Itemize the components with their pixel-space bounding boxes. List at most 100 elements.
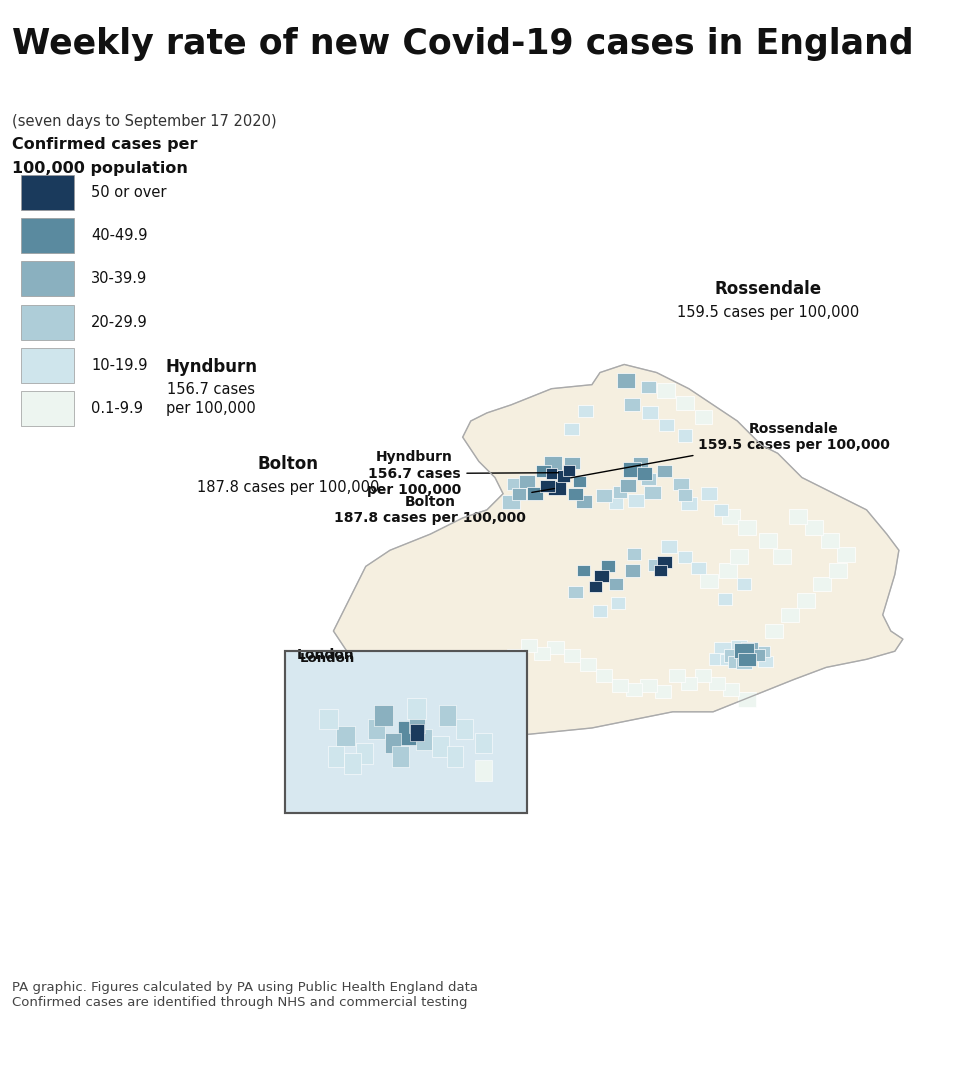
Polygon shape bbox=[723, 682, 739, 696]
Polygon shape bbox=[410, 724, 424, 741]
Text: Rossendale: Rossendale bbox=[714, 280, 822, 298]
Polygon shape bbox=[440, 705, 456, 726]
Polygon shape bbox=[540, 480, 555, 492]
Polygon shape bbox=[701, 487, 717, 500]
Polygon shape bbox=[416, 729, 432, 750]
Polygon shape bbox=[537, 465, 551, 478]
Polygon shape bbox=[658, 383, 675, 397]
Text: (seven days to September 17 2020): (seven days to September 17 2020) bbox=[12, 114, 276, 130]
Polygon shape bbox=[637, 467, 652, 480]
Polygon shape bbox=[573, 476, 587, 487]
Polygon shape bbox=[446, 746, 464, 767]
Polygon shape bbox=[568, 586, 583, 599]
Text: 10-19.9: 10-19.9 bbox=[91, 358, 148, 373]
Polygon shape bbox=[655, 685, 671, 698]
Polygon shape bbox=[741, 643, 757, 655]
Polygon shape bbox=[765, 623, 782, 638]
Polygon shape bbox=[611, 597, 625, 608]
Polygon shape bbox=[577, 564, 590, 576]
FancyBboxPatch shape bbox=[21, 348, 74, 383]
Polygon shape bbox=[709, 677, 725, 690]
Polygon shape bbox=[822, 533, 839, 548]
Polygon shape bbox=[456, 719, 472, 739]
Polygon shape bbox=[659, 419, 674, 432]
Text: Hyndburn: Hyndburn bbox=[165, 359, 257, 376]
Text: Hyndburn
156.7 cases
per 100,000: Hyndburn 156.7 cases per 100,000 bbox=[367, 450, 559, 497]
Polygon shape bbox=[544, 456, 562, 470]
Polygon shape bbox=[596, 488, 612, 502]
Text: 20-29.9: 20-29.9 bbox=[91, 315, 148, 330]
Text: Weekly rate of new Covid-19 cases in England: Weekly rate of new Covid-19 cases in Eng… bbox=[12, 27, 913, 61]
Polygon shape bbox=[728, 655, 744, 668]
Polygon shape bbox=[738, 653, 756, 666]
Text: Bolton
187.8 cases per 100,000: Bolton 187.8 cases per 100,000 bbox=[334, 488, 555, 525]
Polygon shape bbox=[640, 679, 657, 693]
FancyBboxPatch shape bbox=[21, 391, 74, 426]
Polygon shape bbox=[678, 429, 692, 441]
Polygon shape bbox=[759, 533, 777, 548]
Polygon shape bbox=[642, 407, 659, 420]
Polygon shape bbox=[557, 470, 570, 482]
Polygon shape bbox=[730, 549, 748, 564]
Text: 159.5 cases per 100,000: 159.5 cases per 100,000 bbox=[677, 304, 859, 319]
Polygon shape bbox=[681, 677, 697, 690]
Polygon shape bbox=[678, 489, 692, 501]
Polygon shape bbox=[534, 647, 550, 660]
Text: 50 or over: 50 or over bbox=[91, 185, 167, 200]
Polygon shape bbox=[392, 746, 409, 767]
Text: London: London bbox=[300, 652, 355, 665]
Polygon shape bbox=[475, 733, 492, 753]
Polygon shape bbox=[507, 649, 523, 662]
Polygon shape bbox=[751, 649, 765, 661]
Text: Confirmed cases are identified through NHS and commercial testing: Confirmed cases are identified through N… bbox=[12, 996, 467, 1009]
Polygon shape bbox=[548, 481, 566, 495]
Polygon shape bbox=[564, 649, 580, 662]
Polygon shape bbox=[432, 736, 449, 756]
Polygon shape bbox=[738, 693, 756, 707]
Polygon shape bbox=[725, 649, 742, 662]
Polygon shape bbox=[654, 564, 667, 576]
Polygon shape bbox=[829, 563, 847, 577]
Text: Rossendale
159.5 cases per 100,000: Rossendale 159.5 cases per 100,000 bbox=[570, 422, 890, 478]
Polygon shape bbox=[669, 669, 684, 682]
Text: 30-39.9: 30-39.9 bbox=[91, 271, 148, 286]
Polygon shape bbox=[547, 640, 564, 653]
Polygon shape bbox=[837, 547, 855, 561]
Text: PA graphic. Figures calculated by PA using Public Health England data: PA graphic. Figures calculated by PA usi… bbox=[12, 981, 477, 994]
Polygon shape bbox=[797, 593, 815, 607]
Polygon shape bbox=[546, 468, 557, 479]
Polygon shape bbox=[694, 410, 712, 424]
Polygon shape bbox=[345, 753, 361, 774]
Polygon shape bbox=[722, 509, 740, 524]
Polygon shape bbox=[336, 726, 355, 746]
Polygon shape bbox=[320, 709, 338, 729]
Polygon shape bbox=[658, 465, 672, 478]
Text: 40-49.9: 40-49.9 bbox=[91, 228, 148, 243]
Polygon shape bbox=[789, 509, 806, 524]
Polygon shape bbox=[731, 639, 747, 651]
Polygon shape bbox=[502, 495, 520, 509]
Text: London: London bbox=[297, 648, 355, 662]
Polygon shape bbox=[660, 540, 677, 553]
Polygon shape bbox=[648, 559, 662, 571]
Polygon shape bbox=[568, 487, 583, 500]
Polygon shape bbox=[612, 679, 628, 693]
Polygon shape bbox=[736, 578, 751, 590]
Polygon shape bbox=[773, 549, 791, 564]
Polygon shape bbox=[628, 494, 644, 507]
Polygon shape bbox=[612, 486, 628, 498]
Polygon shape bbox=[475, 760, 492, 781]
Polygon shape bbox=[634, 457, 648, 469]
Polygon shape bbox=[409, 712, 425, 733]
Polygon shape bbox=[397, 721, 417, 744]
Polygon shape bbox=[676, 396, 694, 410]
Polygon shape bbox=[624, 398, 640, 411]
Polygon shape bbox=[626, 682, 642, 696]
Polygon shape bbox=[407, 698, 426, 719]
Polygon shape bbox=[719, 563, 736, 577]
Polygon shape bbox=[720, 653, 735, 665]
Polygon shape bbox=[627, 548, 641, 560]
Polygon shape bbox=[519, 476, 536, 488]
Text: per 100,000: per 100,000 bbox=[166, 402, 256, 417]
Polygon shape bbox=[735, 658, 752, 669]
